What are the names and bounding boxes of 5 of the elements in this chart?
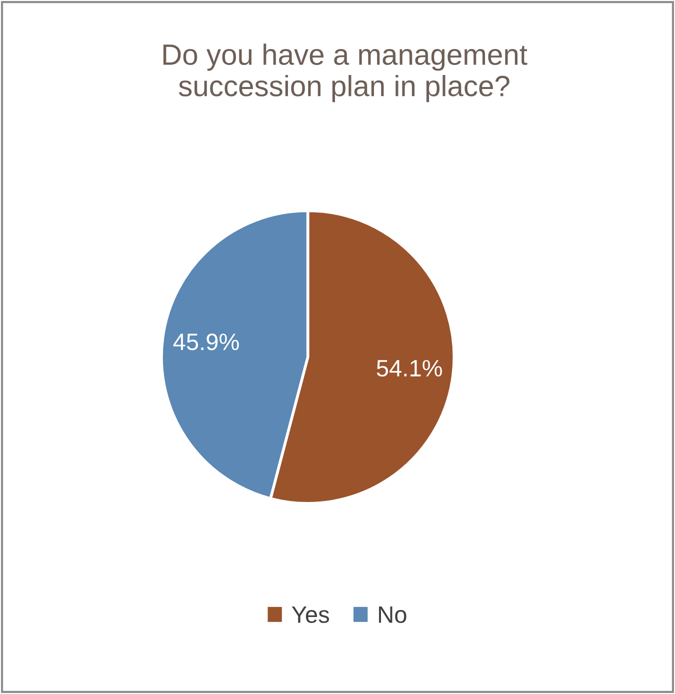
legend-label: Yes: [292, 606, 330, 623]
data-label: 45.9%: [173, 334, 239, 350]
data-label: 54.1%: [376, 360, 442, 377]
chart-title: Do you have a management succession plan in place?: [163, 44, 528, 102]
legend-label: No: [379, 606, 406, 623]
